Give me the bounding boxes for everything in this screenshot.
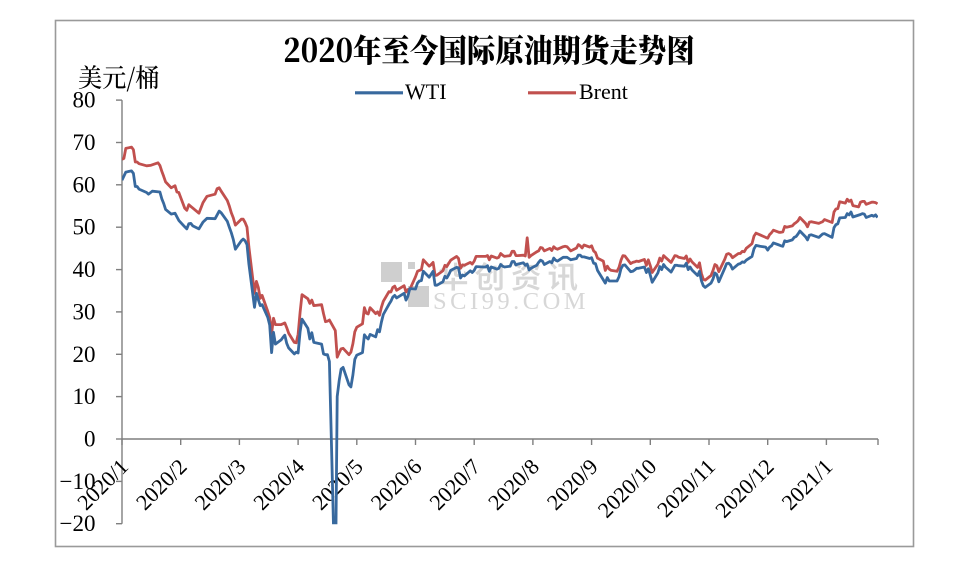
svg-text:70: 70 [73, 130, 96, 155]
svg-text:10: 10 [73, 384, 96, 409]
svg-text:80: 80 [73, 88, 96, 113]
svg-text:SCI99.COM: SCI99.COM [433, 288, 589, 315]
svg-text:60: 60 [73, 172, 96, 197]
svg-text:−20: −20 [60, 511, 96, 536]
svg-text:WTI: WTI [405, 79, 447, 104]
svg-text:Brent: Brent [579, 79, 628, 104]
svg-text:40: 40 [73, 257, 96, 282]
svg-text:−10: −10 [60, 469, 96, 494]
svg-text:30: 30 [73, 299, 96, 324]
svg-text:20: 20 [73, 342, 96, 367]
svg-text:50: 50 [73, 215, 96, 240]
svg-text:0: 0 [84, 427, 96, 452]
